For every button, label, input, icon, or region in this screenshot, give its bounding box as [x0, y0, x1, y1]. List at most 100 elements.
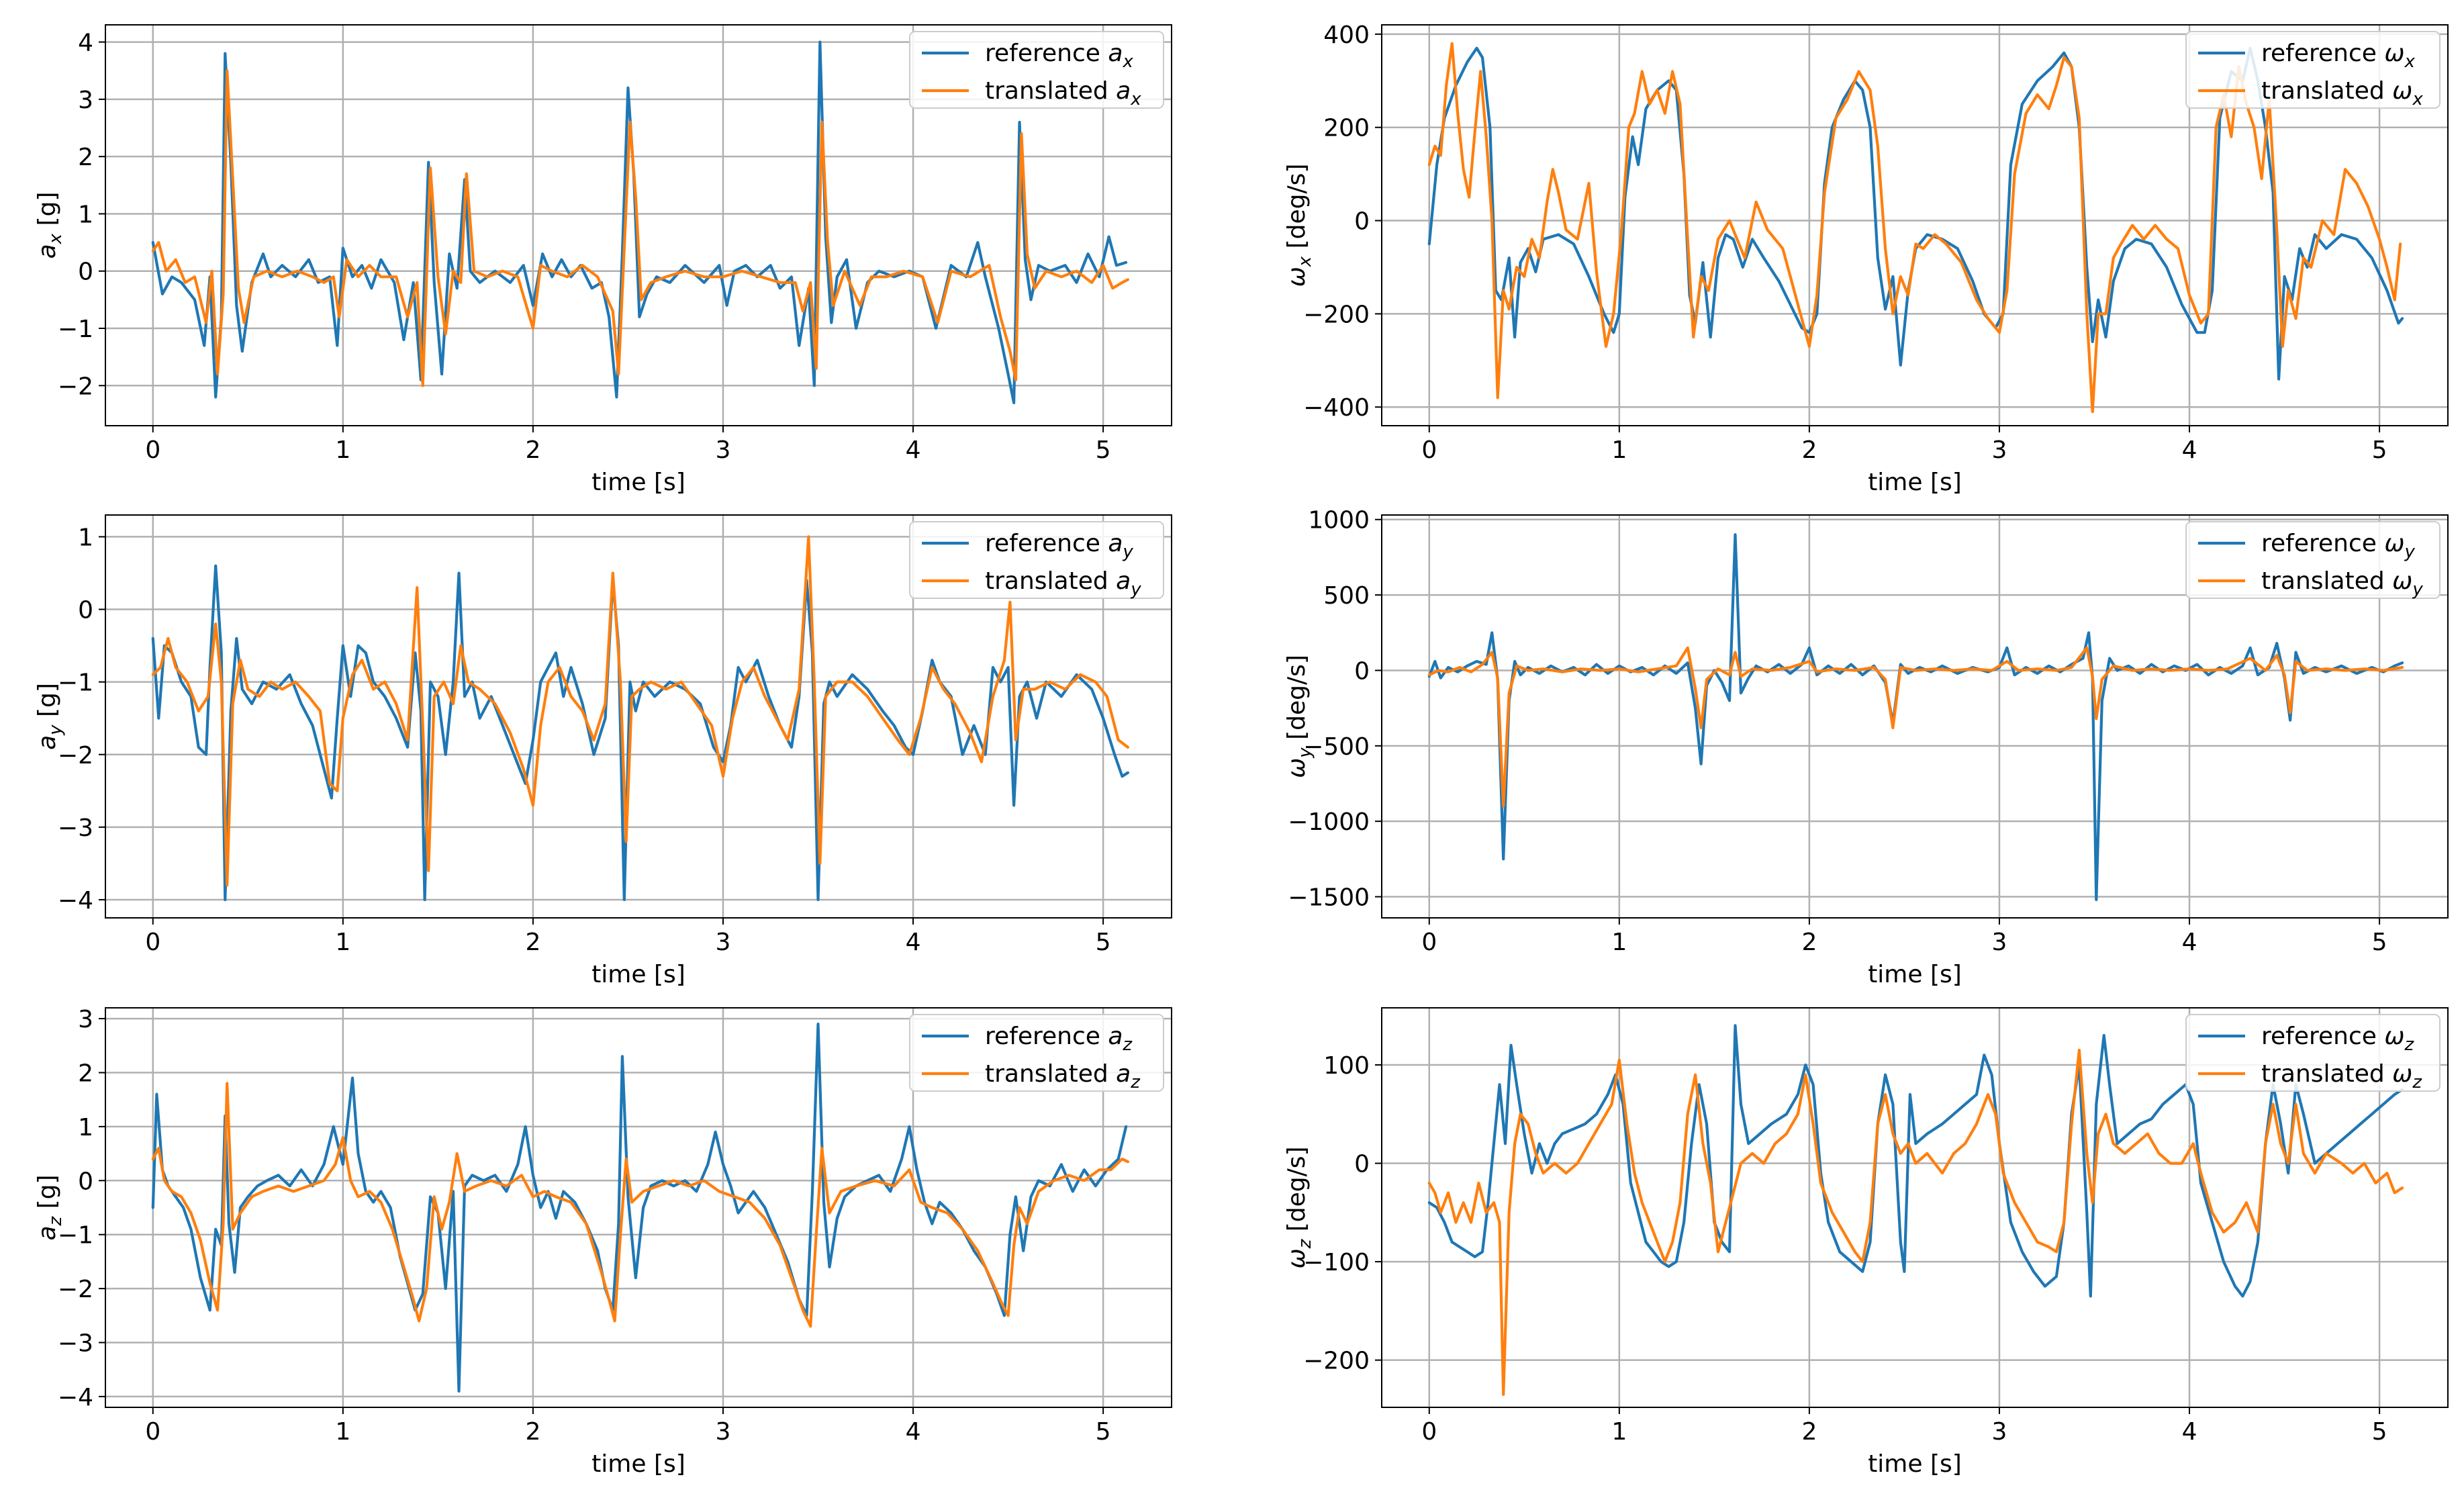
x-tick-label: 3 [716, 1418, 731, 1446]
series-line-translated-wz [1427, 1048, 2404, 1396]
legend-label-translated-subscript: x [2412, 89, 2423, 109]
y-tick-label: −200 [1303, 1348, 1370, 1375]
legend-label-translated-symbol: ω [2392, 1060, 2412, 1088]
series-line-translated-ax [151, 69, 1129, 387]
y-tick-label: −3 [58, 1330, 93, 1358]
y-tick-label: −1000 [1288, 808, 1370, 836]
y-axis-label-text-subscript: z [1295, 1238, 1315, 1249]
x-tick-label: 2 [1801, 436, 1817, 464]
legend-label-translated-symbol: a [1116, 1060, 1131, 1088]
legend-frame [2185, 521, 2441, 599]
x-tick-label: 1 [1611, 929, 1627, 956]
legend-label-reference-prefix: reference [985, 530, 1108, 557]
y-tick-label: −1 [58, 1222, 93, 1250]
legend-label-translated: translated ax [985, 77, 1141, 109]
y-axis-label-text-symbol: a [34, 1225, 61, 1240]
x-tick-label: 0 [1421, 929, 1437, 956]
legend-label-translated-subscript: y [1130, 579, 1141, 600]
y-axis-label: ωx [deg/s] [1283, 164, 1315, 287]
legend-label-translated-prefix: translated [2261, 77, 2392, 105]
x-tick-label: 2 [525, 929, 540, 956]
y-tick-label: −2 [58, 742, 93, 769]
x-tick-label: 0 [145, 436, 160, 464]
legend-label-translated-subscript: z [2412, 1072, 2422, 1092]
x-tick-label: 4 [906, 1418, 921, 1446]
legend: reference ax translated ax [909, 31, 1164, 109]
legend-label-reference-symbol: ω [2384, 1023, 2404, 1050]
x-tick-label: 4 [906, 436, 921, 464]
y-tick-label: 1000 [1308, 507, 1370, 534]
y-tick-label: −4 [58, 887, 93, 915]
y-axis-label-text-symbol: ω [1283, 267, 1311, 287]
x-tick-label: 0 [145, 929, 160, 956]
y-axis-label: ay [g] [34, 683, 66, 750]
y-tick-label: −1 [58, 316, 93, 343]
y-tick-label: −200 [1303, 301, 1370, 328]
x-tick-label: 3 [1992, 436, 2007, 464]
y-tick-label: 4 [78, 30, 93, 57]
x-tick-label: 0 [145, 1418, 160, 1446]
x-axis-label: time [s] [591, 961, 685, 988]
x-tick-label: 3 [716, 436, 731, 464]
x-tick-label: 4 [2182, 929, 2197, 956]
x-tick-label: 3 [716, 929, 731, 956]
y-axis-label: ax [g] [34, 192, 66, 259]
y-axis-label-text-suffix: [deg/s] [1283, 164, 1311, 256]
x-tick-label: 1 [335, 436, 350, 464]
series-line-reference-az [151, 1023, 1128, 1393]
y-axis-label-text-suffix: [g] [34, 192, 61, 234]
x-tick-label: 2 [525, 1418, 540, 1446]
legend-label-translated-prefix: translated [2261, 567, 2392, 595]
y-tick-label: −3 [58, 814, 93, 842]
legend-label-reference-symbol: a [1108, 1023, 1123, 1050]
y-axis-label-text-subscript: z [46, 1215, 66, 1226]
legend-label-reference-subscript: x [1122, 52, 1133, 72]
legend-label-reference-prefix: reference [985, 40, 1108, 67]
legend-label-reference: reference ay [985, 530, 1133, 562]
x-axis-label: time [s] [591, 1450, 685, 1478]
y-axis-label-text: ωy [deg/s] [1283, 655, 1315, 778]
legend-label-reference-symbol: a [1108, 530, 1123, 557]
legend-label-translated-prefix: translated [985, 1060, 1116, 1088]
series-line-reference-ay [151, 564, 1129, 902]
y-axis-label-text-suffix: [g] [34, 683, 61, 724]
legend-label-reference-prefix: reference [2261, 40, 2384, 67]
y-axis-label-text-symbol: ω [1283, 758, 1311, 778]
legend-label-translated-prefix: translated [985, 77, 1116, 105]
x-axis-label: time [s] [591, 469, 685, 496]
y-tick-label: −500 [1303, 733, 1370, 761]
x-tick-label: 3 [1992, 929, 2007, 956]
y-axis-label-text-suffix: [deg/s] [1283, 655, 1311, 747]
legend-label-translated: translated ωx [2261, 77, 2423, 109]
y-tick-label: 500 [1323, 582, 1370, 610]
x-tick-label: 5 [1096, 436, 1111, 464]
x-tick-label: 5 [2372, 929, 2387, 956]
y-tick-label: 100 [1323, 1052, 1370, 1080]
series-line-reference-wz [1427, 1024, 2404, 1298]
y-tick-label: −400 [1303, 394, 1370, 422]
legend-label-reference: reference ax [985, 40, 1133, 72]
y-axis-label-text-symbol: ω [1283, 1248, 1311, 1268]
y-tick-label: −1 [58, 669, 93, 697]
y-tick-label: 0 [1354, 1151, 1370, 1178]
legend-label-reference-prefix: reference [985, 1023, 1108, 1050]
legend-label-reference-symbol: a [1108, 40, 1123, 67]
y-axis-label-text-symbol: a [34, 735, 61, 750]
y-axis-label-text: ωz [deg/s] [1283, 1146, 1315, 1268]
y-axis-label-text: ωx [deg/s] [1283, 164, 1315, 287]
y-axis-label-text-subscript: x [1295, 256, 1315, 267]
y-tick-label: 0 [78, 597, 93, 624]
y-axis-label: ωy [deg/s] [1283, 655, 1315, 778]
y-axis-label-text-suffix: [deg/s] [1283, 1146, 1311, 1239]
x-tick-label: 3 [1992, 1418, 2007, 1446]
legend-label-reference: reference ωz [2261, 1023, 2415, 1055]
x-tick-label: 5 [1096, 929, 1111, 956]
legend-label-translated-symbol: a [1116, 77, 1131, 105]
y-tick-label: 400 [1323, 21, 1370, 49]
